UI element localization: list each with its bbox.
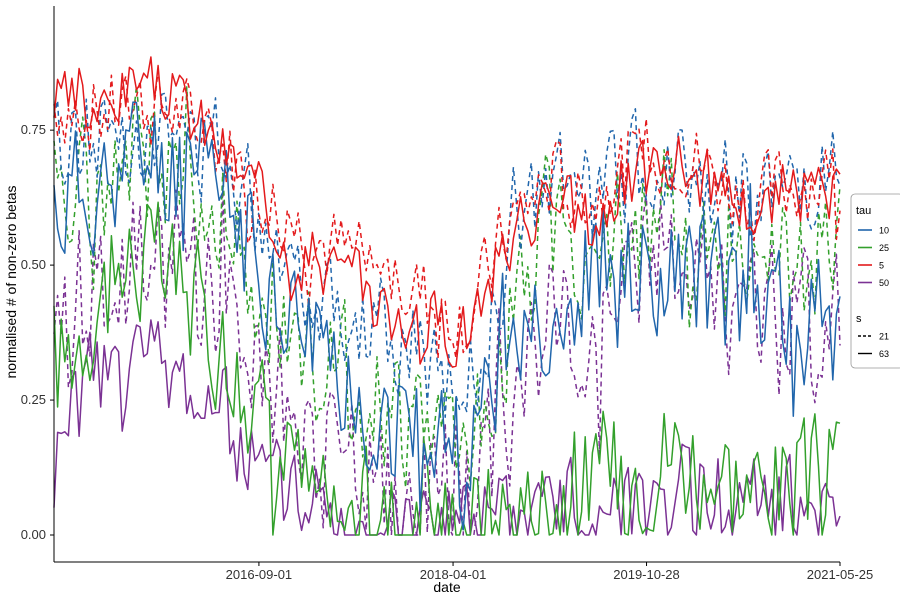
y-tick-label: 0.75 xyxy=(21,122,46,137)
legend: tau 10 25 5 50 s 21 63 xyxy=(850,193,900,369)
series-line-tau10-s63 xyxy=(53,101,841,531)
series-line-tau25-s21 xyxy=(53,85,841,489)
series-line-tau5-s21 xyxy=(53,69,841,360)
series-line-tau25-s63 xyxy=(53,201,841,536)
legend-box xyxy=(850,193,900,369)
y-tick-label: 0.00 xyxy=(21,527,46,542)
legend-title-tau: tau xyxy=(856,205,871,217)
x-tick-label: 2018-04-01 xyxy=(420,567,487,582)
x-tick-label: 2016-09-01 xyxy=(226,567,293,582)
y-tick-label: 0.25 xyxy=(21,392,46,407)
series-line-tau5-s63 xyxy=(53,56,841,368)
legend-label-s: 63 xyxy=(879,349,889,359)
legend-label-tau: 50 xyxy=(879,278,889,288)
y-axis-label: normalised # of non-zero betas xyxy=(3,186,19,379)
legend-label-tau: 10 xyxy=(879,226,889,236)
y-tick-label: 0.50 xyxy=(21,257,46,272)
axis-ticks: 0.00 0.25 0.50 0.75 2016-09-01 2018-04-01 2019… xyxy=(21,122,874,582)
series-line-tau50-s21 xyxy=(53,185,841,536)
legend-label-tau: 25 xyxy=(879,243,889,253)
legend-title-s: s xyxy=(856,313,862,325)
x-tick-label: 2021-05-25 xyxy=(807,567,874,582)
legend-label-tau: 5 xyxy=(879,261,884,271)
legend-label-s: 21 xyxy=(879,332,889,342)
series-line-tau10-s21 xyxy=(53,92,841,418)
series-lines xyxy=(53,56,841,536)
x-axis-label: date xyxy=(433,579,460,595)
x-tick-label: 2019-10-28 xyxy=(613,567,680,582)
